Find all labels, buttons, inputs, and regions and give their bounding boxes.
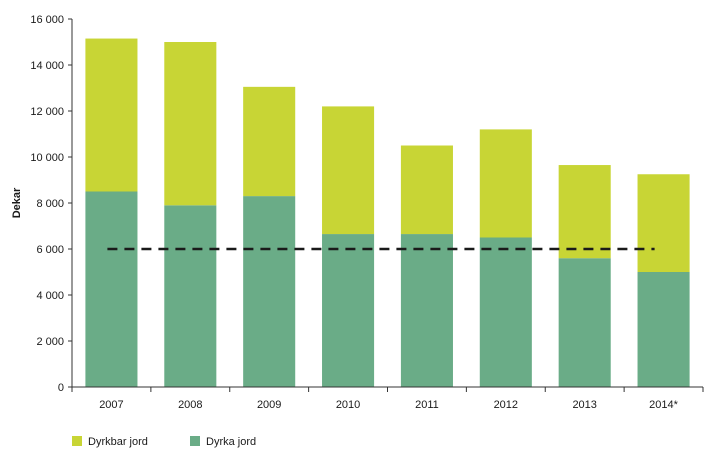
y-tick-label: 0 <box>58 382 64 394</box>
y-tick-label: 6 000 <box>36 244 64 256</box>
y-tick-label: 10 000 <box>30 152 64 164</box>
x-tick-label: 2011 <box>415 399 439 411</box>
bar-dyrkbar-jord-2007 <box>85 38 138 192</box>
y-axis: 0 2 000 4 000 6 000 8 000 10 000 12 000 14 000 1… <box>11 14 73 394</box>
x-tick-label: 2014* <box>649 399 678 411</box>
bar-dyrka-jord-2012 <box>479 237 532 387</box>
bar-dyrkbar-jord-2014 <box>637 174 690 272</box>
legend-swatch <box>72 436 82 446</box>
bar-dyrkbar-jord-2008 <box>164 42 217 206</box>
y-tick-label: 12 000 <box>30 106 64 118</box>
bar-dyrka-jord-2010 <box>322 234 375 387</box>
bar-dyrkbar-jord-2011 <box>400 145 453 235</box>
bar-dyrka-jord-2014 <box>637 272 690 387</box>
bar-dyrka-jord-2009 <box>243 196 296 387</box>
legend-label: Dyrkbar jord <box>88 436 148 448</box>
bars <box>85 38 690 387</box>
x-axis: 2007 2008 2009 2010 2011 2012 2013 2014* <box>71 386 704 411</box>
bar-dyrkbar-jord-2013 <box>558 165 611 259</box>
bar-dyrka-jord-2007 <box>85 191 138 387</box>
bar-dyrkbar-jord-2012 <box>479 129 532 238</box>
bar-dyrka-jord-2008 <box>164 205 217 387</box>
y-tick-label: 4 000 <box>36 290 64 302</box>
bar-dyrka-jord-2011 <box>400 234 453 387</box>
y-tick-label: 16 000 <box>30 14 64 26</box>
x-tick-label: 2007 <box>99 399 123 411</box>
x-tick-label: 2010 <box>336 399 360 411</box>
legend-label: Dyrka jord <box>206 436 256 448</box>
legend-swatch <box>190 436 200 446</box>
y-tick-label: 14 000 <box>30 60 64 72</box>
x-tick-label: 2012 <box>494 399 518 411</box>
bar-dyrka-jord-2013 <box>558 258 611 387</box>
y-tick-label: 2 000 <box>36 336 64 348</box>
y-tick-label: 8 000 <box>36 198 64 210</box>
x-tick-label: 2013 <box>572 399 596 411</box>
legend: Dyrkbar jord Dyrka jord <box>72 436 256 448</box>
x-tick-label: 2009 <box>257 399 281 411</box>
bar-dyrkbar-jord-2009 <box>243 86 296 197</box>
x-tick-label: 2008 <box>178 399 202 411</box>
y-axis-label: Dekar <box>11 187 23 218</box>
bar-dyrkbar-jord-2010 <box>322 106 375 235</box>
